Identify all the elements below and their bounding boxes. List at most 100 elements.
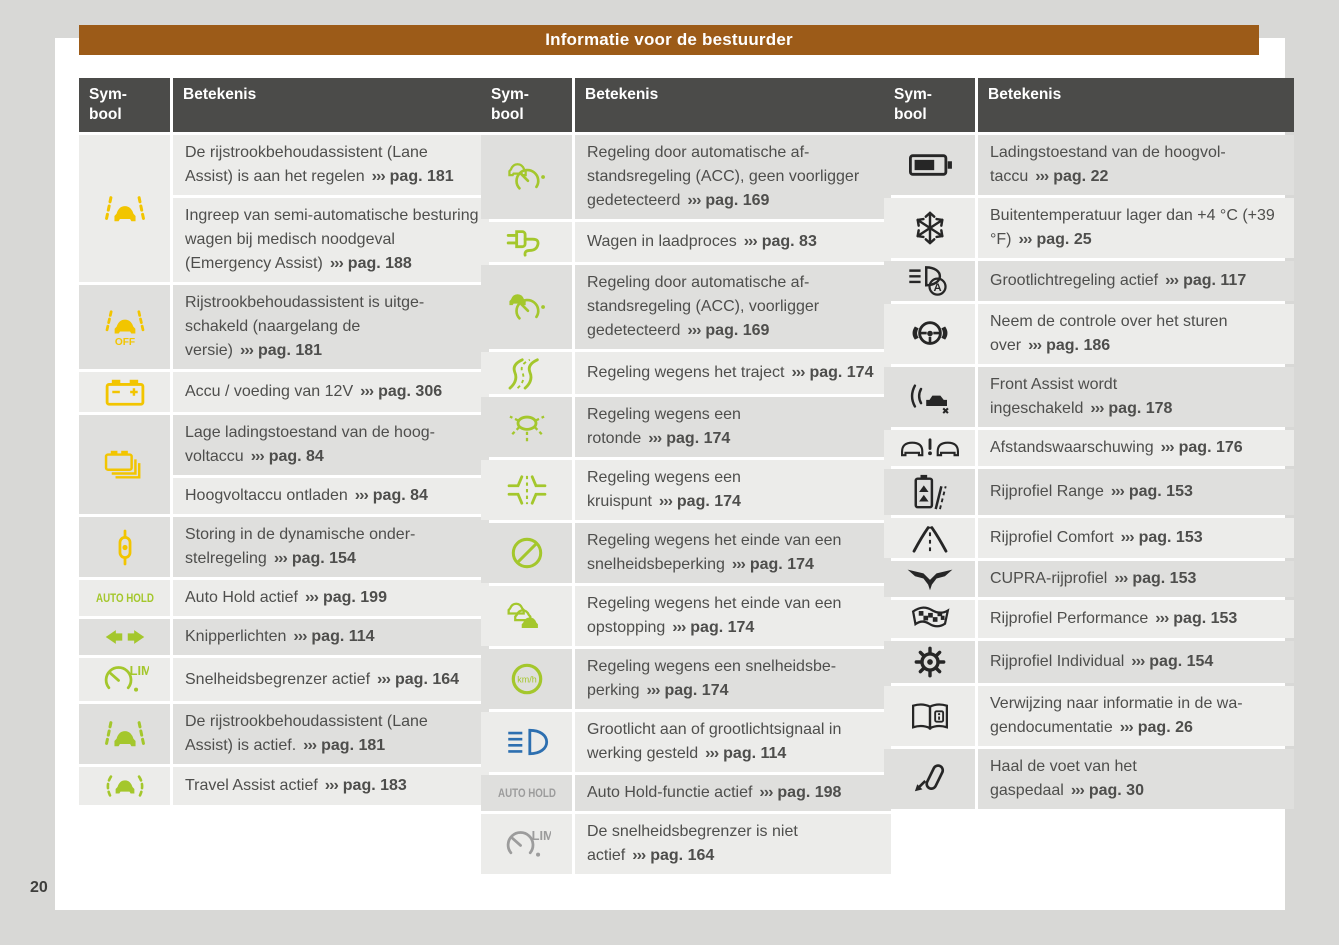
snowflake-icon	[884, 198, 975, 258]
table-row: Ingreep van semi-automatische be­sturing…	[79, 198, 489, 282]
cross-ref-chevrons: ›››	[1070, 782, 1085, 799]
page-reference: pag. 154	[1149, 653, 1214, 670]
table-row: Hoogvoltaccu ontladen ››› pag. 84	[79, 478, 489, 514]
meaning-text: Rijstrookbehoudassistent is uitge­schake…	[185, 294, 425, 359]
suspension-damper-icon	[79, 517, 170, 577]
table-row: De rijstrookbehoudassistent (Lane Assist…	[79, 704, 489, 764]
meaning-cell: Rijprofiel Performance ››› pag. 153	[978, 600, 1294, 638]
meaning-cell: De rijstrookbehoudassistent (Lane Assist…	[173, 135, 489, 195]
meaning-cell: Ladingstoestand van de hoogvol­taccu ››› p…	[978, 135, 1294, 195]
meaning-cell: Regeling wegens een kruispunt ››› pag. 174	[575, 460, 891, 520]
svg-text:AUTO HOLD: AUTO HOLD	[498, 786, 556, 800]
symbol-table-middle: Sym-bool Betekenis Regeling door automatis…	[478, 75, 894, 877]
cross-ref-chevrons: ›››	[648, 430, 662, 447]
table-row: Accu / voeding van 12V ››› pag. 306	[79, 372, 489, 412]
profile-performance-icon	[884, 600, 975, 638]
meaning-cell: Buitentemperatuur lager dan +4 °C (+39 °…	[978, 198, 1294, 258]
table-row: LIM Snelheidsbegrenzer actief ››› pag. 164	[79, 658, 489, 701]
cross-ref-chevrons: ›››	[1035, 168, 1049, 185]
cross-ref-chevrons: ›››	[731, 556, 746, 573]
table-row: Regeling door automatische af­standsrege…	[481, 135, 891, 219]
header-row: Sym-bool Betekenis	[884, 78, 1294, 132]
cross-ref-chevrons: ›››	[1120, 529, 1135, 546]
cross-ref-chevrons: ›››	[329, 255, 344, 272]
meaning-cell: Rijstrookbehoudassistent is uitge­schake…	[173, 285, 489, 369]
meaning-text: Accu / voeding van 12V	[185, 383, 354, 400]
table-row: Rijprofiel Range ››› pag. 153	[884, 469, 1294, 515]
profile-comfort-icon	[884, 518, 975, 558]
page-reference: pag. 22	[1053, 168, 1109, 185]
meaning-cell: Rijprofiel Comfort ››› pag. 153	[978, 518, 1294, 558]
cross-ref-chevrons: ›››	[705, 745, 719, 762]
table-row: AUTO HOLD Auto Hold-functie actief ››› pag.…	[481, 775, 891, 811]
meaning-text: Hoogvoltaccu ontladen	[185, 487, 348, 504]
meaning-text: Rijprofiel Individual	[990, 653, 1125, 670]
cross-ref-chevrons: ›››	[324, 777, 339, 794]
page-reference: pag. 154	[291, 550, 356, 567]
table-row: Regeling door automatische af­standsrege…	[481, 265, 891, 349]
table-row: CUPRA-rijprofiel ››› pag. 153	[884, 561, 1294, 597]
cross-ref-chevrons: ›››	[303, 737, 317, 754]
meaning-column-header: Betekenis	[173, 78, 489, 132]
meaning-text: Buitentemperatuur lager dan +4 °C (+39 °…	[990, 207, 1275, 248]
meaning-cell: Regeling wegens het einde van een opstop…	[575, 586, 891, 646]
page-reference: pag. 181	[389, 168, 454, 185]
section-banner: Informatie voor de bestuurder	[79, 25, 1259, 55]
profile-range-icon	[884, 469, 975, 515]
page-reference: pag. 174	[809, 364, 874, 381]
speed-limiter-icon: LIM	[79, 658, 170, 701]
page-reference: pag. 25	[1036, 231, 1092, 248]
meaning-cell: Haal de voet van het gaspedaal ››› pag. 30	[978, 749, 1294, 809]
cross-ref-chevrons: ›››	[1160, 439, 1175, 456]
route-curves-icon	[481, 352, 572, 394]
table-row: Haal de voet van het gaspedaal ››› pag. 30	[884, 749, 1294, 809]
meaning-text: Auto Hold-functie actief	[587, 784, 753, 801]
table-row: Rijprofiel Performance ››› pag. 153	[884, 600, 1294, 638]
symbol-column-header: Sym-bool	[884, 78, 975, 132]
meaning-text: Knipperlichten	[185, 628, 287, 645]
table-row: Regeling wegens het einde van een opstop…	[481, 586, 891, 646]
meaning-cell: Regeling door automatische af­standsrege…	[575, 265, 891, 349]
travel-assist-icon	[79, 767, 170, 805]
page-reference: pag. 164	[395, 670, 460, 688]
charging-plug-icon	[481, 222, 572, 262]
table-row: Travel Assist actief ››› pag. 183	[79, 767, 489, 805]
cross-ref-chevrons: ›››	[687, 192, 701, 209]
meaning-text: Regeling wegens het traject	[587, 364, 785, 381]
meaning-text: Ingreep van semi-automatische be­sturing…	[185, 207, 479, 272]
meaning-cell: Regeling wegens een snelheidsbe­perking ›…	[575, 649, 891, 709]
cross-ref-chevrons: ›››	[1028, 337, 1042, 354]
svg-text:LIM: LIM	[129, 663, 148, 678]
page-reference: pag. 174	[690, 619, 755, 636]
meaning-cell: Rijprofiel Range ››› pag. 153	[978, 469, 1294, 515]
page-reference: pag. 183	[342, 777, 407, 794]
table-row: Front Assist wordt ingeschakeld ››› pag. 1…	[884, 367, 1294, 427]
symbol-meaning-table: Sym-bool Betekenis Regeling door automatis…	[478, 75, 894, 877]
page-reference: pag. 153	[1128, 483, 1193, 500]
symbol-column-header: Sym-bool	[79, 78, 170, 132]
svg-text:km/h: km/h	[517, 674, 536, 684]
meaning-cell: Rijprofiel Individual ››› pag. 154	[978, 641, 1294, 683]
meaning-text: Regeling wegens een snelheidsbe­perking	[587, 658, 837, 699]
page-reference: pag. 178	[1108, 400, 1173, 417]
table-row: Regeling wegens het traject ››› pag. 174	[481, 352, 891, 394]
table-row: Regeling wegens een kruispunt ››› pag. 174	[481, 460, 891, 520]
meaning-text: Regeling wegens een rotonde	[587, 406, 741, 447]
meaning-text: Regeling door automatische af­standsrege…	[587, 274, 820, 339]
battery-12v-icon	[79, 372, 170, 412]
meaning-cell: Knipperlichten ››› pag. 114	[173, 619, 489, 655]
meaning-text: Regeling wegens een kruispunt	[587, 469, 741, 510]
meaning-cell: Regeling wegens het traject ››› pag. 174	[575, 352, 891, 394]
meaning-text: Grootlichtregeling actief	[990, 272, 1159, 289]
table-row: Regeling wegens een rotonde ››› pag. 174	[481, 397, 891, 457]
meaning-column-header: Betekenis	[978, 78, 1294, 132]
front-assist-icon	[884, 367, 975, 427]
meaning-cell: Auto Hold-functie actief ››› pag. 198	[575, 775, 891, 811]
symbol-meaning-table: Sym-bool Betekenis Ladingstoestand van de …	[881, 75, 1297, 812]
meaning-text: Verwijzing naar informatie in de wa­gend…	[990, 695, 1243, 736]
cross-ref-chevrons: ›››	[273, 550, 288, 567]
meaning-cell: Travel Assist actief ››› pag. 183	[173, 767, 489, 805]
page-reference: pag. 153	[1138, 529, 1203, 546]
meaning-cell: Storing in de dynamische onder­stelregel…	[173, 517, 489, 577]
meaning-text: CUPRA-rijprofiel	[990, 570, 1108, 587]
